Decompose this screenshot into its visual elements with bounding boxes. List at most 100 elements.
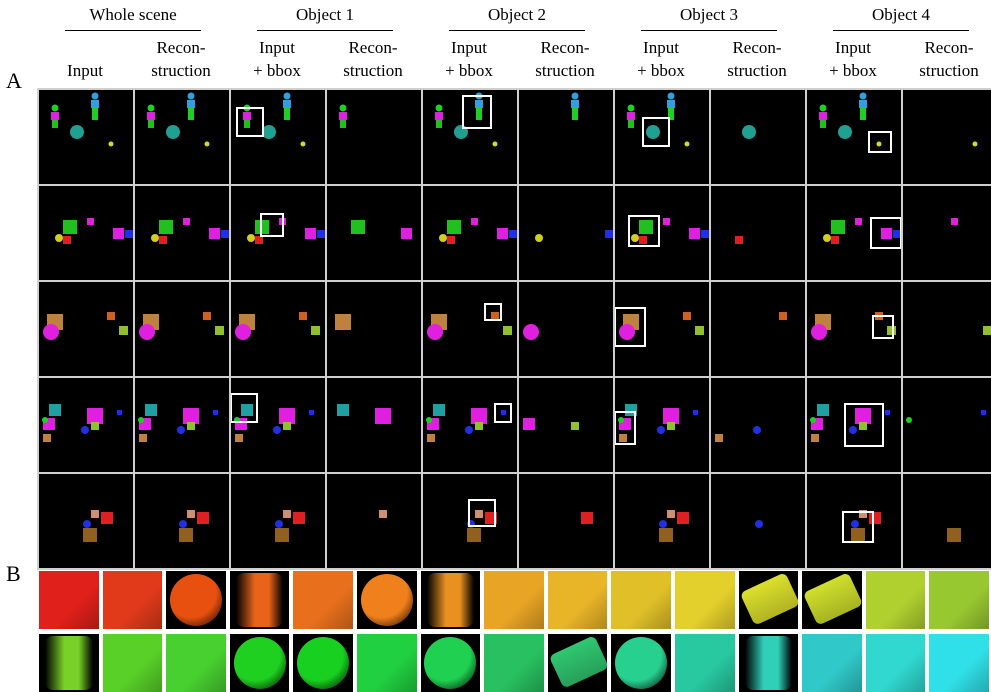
scene-sphere [439, 234, 447, 242]
scene-cube [667, 422, 675, 430]
scene-stack-base [436, 120, 442, 128]
scene-render [972, 141, 978, 147]
swatch-shape [744, 636, 793, 690]
scene-cell [327, 90, 421, 184]
scene-stack-middle [819, 112, 827, 120]
scene-render [659, 510, 689, 542]
scene-sphere [83, 520, 91, 528]
scene-render [983, 326, 991, 335]
scene-stack-top [667, 92, 675, 100]
scene-cube [447, 236, 455, 244]
scene-cube [401, 228, 412, 239]
scene-cube [683, 312, 691, 320]
scene-cell [711, 186, 805, 280]
scene-render [236, 92, 306, 147]
scene-sphere [55, 234, 63, 242]
scene-cube [831, 220, 845, 234]
scene-cell [423, 186, 517, 280]
swatch-shape [426, 573, 475, 627]
scene-sphere [262, 125, 276, 139]
group-rule [449, 30, 585, 31]
swatch-tile [229, 634, 290, 692]
scene-render [275, 510, 305, 542]
swatch-tile [484, 634, 544, 692]
scene-small-object [204, 141, 210, 147]
scene-cube [197, 512, 209, 524]
scene-stack-top [339, 104, 347, 112]
swatch-shape [45, 636, 93, 690]
scene-sphere [631, 234, 639, 242]
scene-cube [101, 512, 113, 524]
scene-cube [305, 228, 316, 239]
swatch-shape [865, 634, 926, 692]
scene-cell [711, 474, 805, 568]
group-title: Object 4 [871, 5, 931, 24]
scene-render [439, 218, 517, 244]
bounding-box [842, 511, 874, 543]
bounding-box [230, 393, 258, 423]
scene-stack-top [51, 104, 59, 112]
scene-render [247, 213, 325, 244]
scene-render [139, 312, 224, 340]
scene-render [51, 92, 114, 147]
swatch-tile [166, 571, 226, 629]
swatch-shape [235, 573, 284, 627]
scene-sphere [657, 426, 665, 434]
scene-cube [851, 528, 865, 542]
scene-cube [179, 528, 193, 542]
scene-cube [887, 326, 896, 335]
column-subheader: Input [37, 59, 133, 82]
scene-stack [667, 92, 675, 120]
scene-cube [501, 410, 506, 415]
scene-render [735, 236, 743, 244]
scene-cube [337, 404, 349, 416]
swatch-shape [484, 571, 544, 629]
swatch-shape [675, 634, 735, 692]
grid-line-horizontal [37, 280, 991, 282]
column-subheader: Input + bbox [805, 36, 901, 82]
scene-cube [693, 410, 698, 415]
scene-cube [63, 236, 71, 244]
scene-cube [831, 236, 839, 244]
scene-cell [807, 378, 901, 472]
scene-cube [951, 218, 958, 225]
scene-cube [855, 408, 871, 424]
scene-render [614, 404, 698, 445]
scene-cube [125, 230, 133, 238]
scene-cube [859, 510, 867, 518]
scene-cell [39, 90, 133, 184]
scene-cube [351, 220, 365, 234]
scene-cell [423, 378, 517, 472]
swatch-shape [615, 637, 668, 689]
scene-sphere [742, 125, 756, 139]
swatch-shape [739, 572, 799, 626]
swatch-tile [865, 634, 926, 692]
swatch-tile [675, 634, 735, 692]
column-subheader-line: struction [151, 61, 211, 80]
grid-line-horizontal [37, 568, 991, 570]
scene-cube [523, 418, 535, 430]
swatch-tile [929, 634, 989, 692]
panel-label-b: B [6, 561, 21, 586]
scene-sphere [426, 417, 432, 423]
scene-cell [711, 90, 805, 184]
scene-stack-middle [859, 100, 867, 108]
scene-cell [903, 378, 991, 472]
scene-small-object [972, 141, 978, 147]
scene-cube [983, 326, 991, 335]
scene-cube [869, 512, 881, 524]
scene-sphere [43, 324, 59, 340]
swatch-shape [297, 637, 350, 689]
swatch-shape [548, 635, 608, 689]
scene-stack [147, 104, 155, 128]
swatch-shape [802, 572, 862, 626]
column-subheader-line: Recon- [540, 38, 590, 57]
scene-render [779, 312, 787, 320]
scene-cube [581, 512, 593, 524]
scene-stack-top [435, 104, 443, 112]
scene-cube [221, 230, 229, 238]
scene-stack-base [244, 120, 250, 128]
scene-render [426, 403, 512, 442]
scene-render [151, 218, 229, 244]
bounding-box [868, 131, 892, 153]
